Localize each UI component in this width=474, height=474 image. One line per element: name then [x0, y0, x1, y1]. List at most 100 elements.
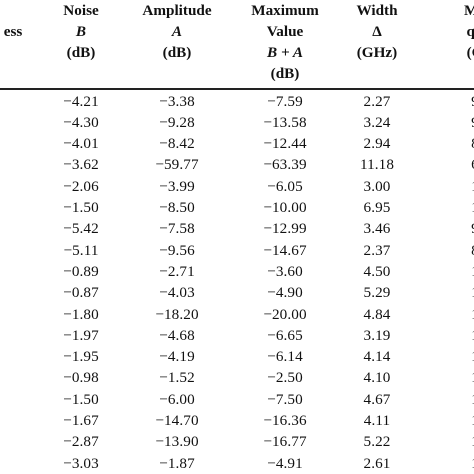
table-cell: 9 — [442, 112, 474, 133]
table-cell: 2.37 — [363, 241, 391, 259]
header-line: Amplitude — [142, 2, 212, 19]
table-row: −3.62 −59.77 −63.39 11.18 6 — [0, 154, 474, 175]
table-cell: 1 — [442, 389, 474, 410]
header-line: A — [171, 23, 183, 40]
table-cell: 1 — [442, 325, 474, 346]
table-cell: −1.97 — [63, 326, 99, 344]
table-cell: −9.56 — [159, 241, 195, 259]
table-cell: −12.44 — [263, 135, 307, 153]
table-cell: −1.80 — [63, 305, 99, 323]
table-cell: −0.98 — [63, 369, 99, 387]
table-cell: 4.50 — [363, 262, 391, 280]
table-cell: 6.95 — [363, 199, 391, 216]
table-cell: 1 — [442, 282, 474, 303]
table-cell: −4.19 — [159, 348, 195, 366]
table-row: −4.21 −3.38 −7.59 2.27 9 — [0, 91, 474, 112]
table-row: −1.50 −6.00 −7.50 4.67 1 — [0, 389, 474, 410]
table-cell: −1.67 — [63, 412, 99, 429]
table-cell: −5.11 — [63, 241, 99, 259]
table-cell: −6.05 — [267, 177, 303, 195]
table-cell: 3.00 — [363, 177, 391, 195]
header-cell-amplitude: Amplitude A (dB) — [120, 0, 234, 63]
header-line: B — [75, 23, 87, 40]
table-cell: −4.90 — [267, 284, 303, 302]
header-line: (dB) — [162, 44, 192, 61]
table-cell: −1.52 — [159, 369, 195, 387]
header-cell-maximum: Maximum Value B + A (dB) — [234, 0, 336, 84]
table-cell: −18.20 — [155, 305, 199, 323]
table-cell: −3.62 — [63, 156, 99, 174]
table-row: −1.95 −4.19 −6.14 4.14 1 — [0, 346, 474, 367]
table-row: −1.80 −18.20 −20.00 4.84 1 — [0, 304, 474, 325]
header-line: (dB) — [270, 65, 300, 82]
table-cell: −16.36 — [263, 412, 307, 429]
header-line: Noise — [63, 2, 99, 19]
table-cell: 8 — [442, 133, 474, 154]
header-line: Value — [266, 23, 304, 40]
table-cell: 1 — [442, 367, 474, 388]
table-cell: 1 — [442, 410, 474, 431]
table-cell: 2.94 — [363, 135, 391, 153]
table-cell: −1.95 — [63, 348, 99, 366]
table-cell: −1.87 — [159, 454, 195, 472]
header-rule — [0, 88, 474, 90]
header-line: (dB) — [66, 44, 96, 61]
table-cell: −4.68 — [159, 326, 195, 344]
header-line: Width — [356, 2, 398, 19]
table-cell: 4.11 — [363, 412, 391, 429]
table-row: −2.87 −13.90 −16.77 5.22 1 — [0, 431, 474, 452]
header-line: Ma — [464, 2, 474, 19]
table-cell: −7.58 — [159, 220, 195, 238]
header-cell-width: Width Δ (GHz) — [336, 0, 418, 63]
table-cell: 3.24 — [363, 113, 391, 131]
header-line: B + A — [267, 44, 303, 61]
table-row: −1.67 −14.70 −16.36 4.11 1 — [0, 410, 474, 431]
table-cell: 1 — [442, 453, 474, 474]
header-line: (GHz) — [356, 44, 398, 61]
table-cell: −3.60 — [267, 262, 303, 280]
table-row: −0.87 −4.03 −4.90 5.29 1 — [0, 282, 474, 303]
table-cell: 6 — [442, 154, 474, 175]
table-cell: −6.65 — [267, 326, 303, 344]
table-cell: −59.77 — [155, 156, 199, 174]
table-cell: −4.91 — [267, 454, 303, 472]
header-line: qu — [466, 23, 474, 40]
table-cell: −10.00 — [263, 199, 307, 216]
header-cell-noise: Noise B (dB) — [42, 0, 120, 63]
table-cell: −1.50 — [63, 390, 99, 408]
table-cell: −8.42 — [159, 135, 195, 153]
table-cell: −2.06 — [63, 177, 99, 195]
table-cell: −4.30 — [63, 113, 99, 131]
table-cell: 1 — [442, 197, 474, 218]
header-cell-c0: ess — [0, 21, 46, 42]
table-cell: 2.61 — [363, 454, 391, 472]
table-row: −5.11 −9.56 −14.67 2.37 8 — [0, 240, 474, 261]
table-cell: −14.70 — [155, 412, 199, 429]
table-cell: 1 — [442, 304, 474, 325]
table-row: −1.50 −8.50 −10.00 6.95 1 — [0, 197, 474, 218]
table-cell: −4.01 — [63, 135, 99, 153]
table-cell: 9 — [442, 91, 474, 112]
table-row: −0.89 −2.71 −3.60 4.50 1 — [0, 261, 474, 282]
table-cell: −5.42 — [63, 220, 99, 238]
table-row: −4.30 −9.28 −13.58 3.24 9 — [0, 112, 474, 133]
table-cell: −13.90 — [155, 433, 199, 451]
table-cell: 11.18 — [359, 156, 395, 174]
table-cell: −4.03 — [159, 284, 195, 302]
table-cell: −63.39 — [263, 156, 307, 174]
table-row: −2.06 −3.99 −6.05 3.00 1 — [0, 176, 474, 197]
table-cell: 8 — [442, 240, 474, 261]
table-cell: −0.89 — [63, 262, 99, 280]
table-cell: −7.59 — [267, 92, 303, 110]
table-row: −1.97 −4.68 −6.65 3.19 1 — [0, 325, 474, 346]
table-row: −5.42 −7.58 −12.99 3.46 9 — [0, 218, 474, 239]
table-cell: −12.99 — [263, 220, 307, 238]
table-cell: 4.67 — [363, 390, 391, 408]
header-line: ess — [3, 23, 23, 40]
table-cell: −13.58 — [263, 113, 307, 131]
table-row: −3.03 −1.87 −4.91 2.61 1 — [0, 453, 474, 474]
table-cell: 3.46 — [363, 220, 391, 238]
table-cell: −8.50 — [159, 199, 195, 216]
table-cell: −6.00 — [159, 390, 195, 408]
table-row: −4.01 −8.42 −12.44 2.94 8 — [0, 133, 474, 154]
